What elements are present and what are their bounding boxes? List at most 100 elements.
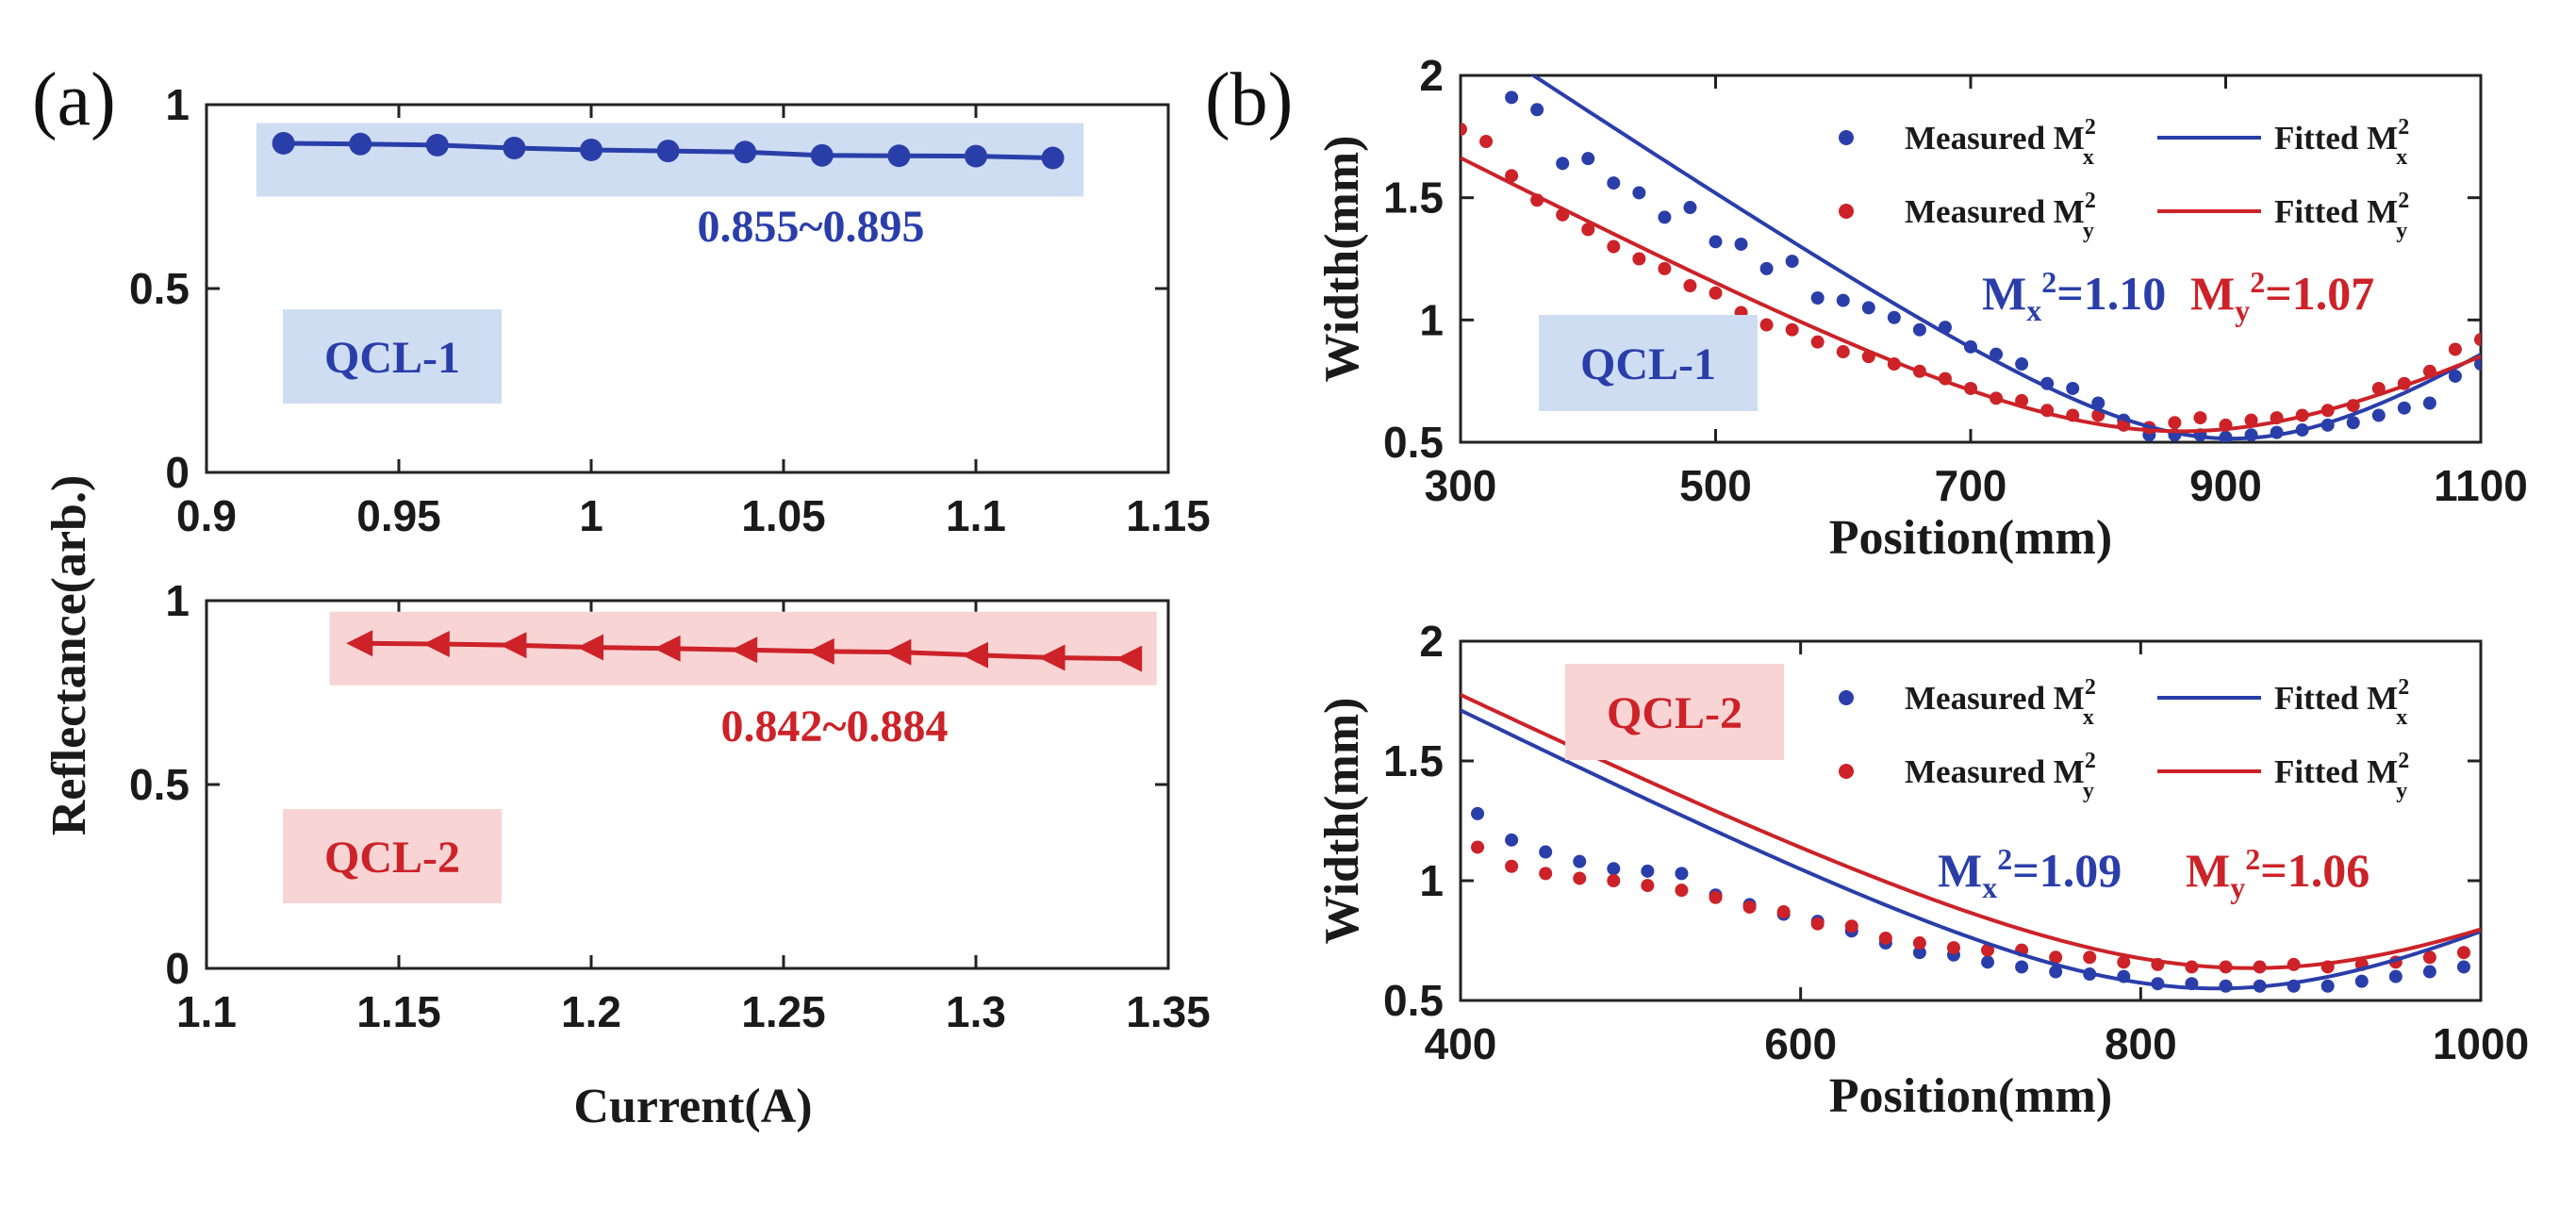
a2-data-point: [884, 638, 912, 666]
b2-ytick-label: 2: [1419, 617, 1444, 666]
b2-mx-annotation: Mx2=1.09: [1938, 842, 2122, 904]
a1-data-point: [272, 131, 295, 155]
b2-measured-point-red: [1675, 884, 1689, 898]
b1-measured-point-red: [1709, 286, 1723, 300]
a1-ytick-label: 1: [165, 80, 190, 129]
b2-measured-point-blue: [1505, 833, 1519, 847]
b1-legend-measured-text-x: Measured M: [1905, 120, 2085, 157]
a1-data-point: [810, 143, 834, 167]
b2-measured-point-red: [1709, 890, 1723, 904]
b1-measured-point-blue: [1658, 210, 1672, 224]
b2-qcl-box: [1565, 664, 1784, 760]
a1-qcl-box: [283, 309, 502, 404]
a1-qcl-label: QCL-1: [324, 333, 460, 383]
b2-measured-point-red: [1539, 867, 1553, 881]
b1-measured-point-red: [1607, 240, 1621, 254]
b1-measured-point-red: [2244, 413, 2258, 427]
b1-measured-point-red: [1581, 223, 1595, 237]
b1-measured-point-red: [1505, 169, 1519, 183]
b2-qcl-label: QCL-2: [1607, 688, 1742, 738]
b1-legend-marker-y: [1839, 204, 1854, 219]
b1-measured-point-blue: [1581, 152, 1595, 166]
a1-data-point: [425, 133, 449, 157]
b2-measured-point-red: [1641, 879, 1655, 893]
b2-measured-point-red: [1471, 840, 1485, 854]
a1-xtick-label: 1.1: [946, 491, 1006, 540]
b1-measured-point-blue: [1683, 201, 1697, 215]
b1-measured-point-red: [1632, 252, 1646, 266]
b1-my-sub: y: [2235, 293, 2250, 327]
b2-legend-measured-sub-y: y: [2083, 779, 2094, 803]
b2-measured-point-red: [1573, 871, 1587, 885]
a1-xtick-label: 1.05: [741, 491, 826, 540]
b2-measured-point-blue: [2219, 979, 2233, 993]
a2-xtick-label: 1.15: [356, 987, 441, 1036]
a2-xtick-label: 1.2: [561, 987, 621, 1036]
b1-measured-point-red: [1785, 322, 1799, 337]
b2-legend-measured-text-x: Measured M: [1905, 680, 2085, 717]
b1-mx-m: M: [1982, 267, 2026, 320]
panel-a-label: (a): [32, 58, 116, 141]
b2-measured-point-blue: [2049, 965, 2063, 979]
a1-data-point: [965, 144, 987, 168]
a1-data-point: [503, 137, 526, 160]
b1-mx-sup: 2: [2041, 265, 2056, 299]
b2-plot-area: [1461, 693, 2481, 993]
b2-measured-point-red: [1912, 936, 1926, 950]
b1-legend-fitted-sup-x: 2: [2398, 115, 2409, 140]
b1-ytick-label: 1: [1419, 295, 1444, 344]
b2-legend-fitted-sup-x: 2: [2398, 675, 2409, 700]
a2-range-label: 0.842~0.884: [721, 702, 949, 752]
b1-qcl-box: [1539, 315, 1758, 411]
b1-measured-point-blue: [2474, 357, 2481, 372]
chart-b2-beam-width-qcl2: 400 600 800 1000 0.5 1 1.5 2 Position(mm) Width(m…: [1315, 617, 2529, 1123]
b2-measured-point-red: [2456, 946, 2470, 960]
b1-legend-fitted-x: Fitted M2 x: [2274, 115, 2409, 170]
b2-legend-fitted-text-x: Fitted M: [2274, 680, 2398, 717]
b1-mx-value: =1.10: [2056, 267, 2166, 320]
b1-legend-measured-x: Measured M2 x: [1905, 115, 2096, 170]
b2-xtick-label: 400: [1425, 1019, 1497, 1068]
b2-legend-measured-x: Measured M2 x: [1905, 675, 2096, 730]
b2-legend-measured-sup-x: 2: [2085, 675, 2096, 700]
b1-ytick-label: 1.5: [1383, 173, 1444, 223]
a1-data-point: [1041, 146, 1065, 170]
b1-mx-annotation: Mx2=1.10: [1982, 265, 2166, 327]
b2-measured-point-blue: [2354, 974, 2369, 988]
b2-measured-point-red: [1607, 874, 1621, 887]
b1-xtick-label: 300: [1425, 461, 1497, 510]
b2-xlabel: Position(mm): [1829, 1069, 2112, 1123]
b1-measured-point-red: [2448, 342, 2462, 356]
a2-xtick-label: 1.25: [741, 987, 826, 1036]
b1-measured-point-blue: [1734, 237, 1748, 251]
b2-legend-measured-y: Measured M2 y: [1905, 749, 2096, 803]
b2-axes-frame: [1459, 639, 2483, 1002]
b2-my-m: M: [2186, 844, 2230, 897]
b2-legend-fitted-sub-y: y: [2396, 779, 2407, 803]
b2-measured-point-blue: [1539, 845, 1553, 859]
b2-my-sup: 2: [2245, 842, 2260, 876]
b1-measured-point-blue: [1709, 235, 1723, 249]
b2-measured-point-red: [1981, 943, 1995, 957]
b2-xtick-label: 600: [1764, 1019, 1837, 1068]
b1-fit-line-blue: [1529, 75, 2481, 441]
b1-measured-point-red: [2193, 411, 2207, 425]
b1-my-sup: 2: [2250, 265, 2265, 299]
b1-measured-point-blue: [2371, 408, 2386, 422]
b1-mx-sub: x: [2026, 293, 2041, 327]
b1-legend-measured-sup-x: 2: [2085, 115, 2096, 140]
a2-data-point: [577, 634, 603, 661]
a2-xtick-label: 1.35: [1126, 987, 1211, 1036]
b1-measured-point-blue: [2346, 416, 2360, 430]
b1-measured-point-blue: [2422, 396, 2436, 410]
b2-measured-point-red: [2049, 950, 2063, 965]
b1-xtick-label: 1100: [2434, 461, 2528, 510]
b2-measured-point-blue: [1471, 806, 1485, 820]
b2-legend-measured-sup-y: 2: [2085, 749, 2096, 773]
b2-legend-marker-x: [1839, 690, 1854, 705]
panel-a-xlabel: Current(A): [573, 1080, 812, 1133]
b2-measured-point-blue: [1607, 862, 1621, 876]
a2-qcl-box: [283, 809, 502, 903]
b1-legend-fitted-sup-y: 2: [2398, 189, 2409, 213]
